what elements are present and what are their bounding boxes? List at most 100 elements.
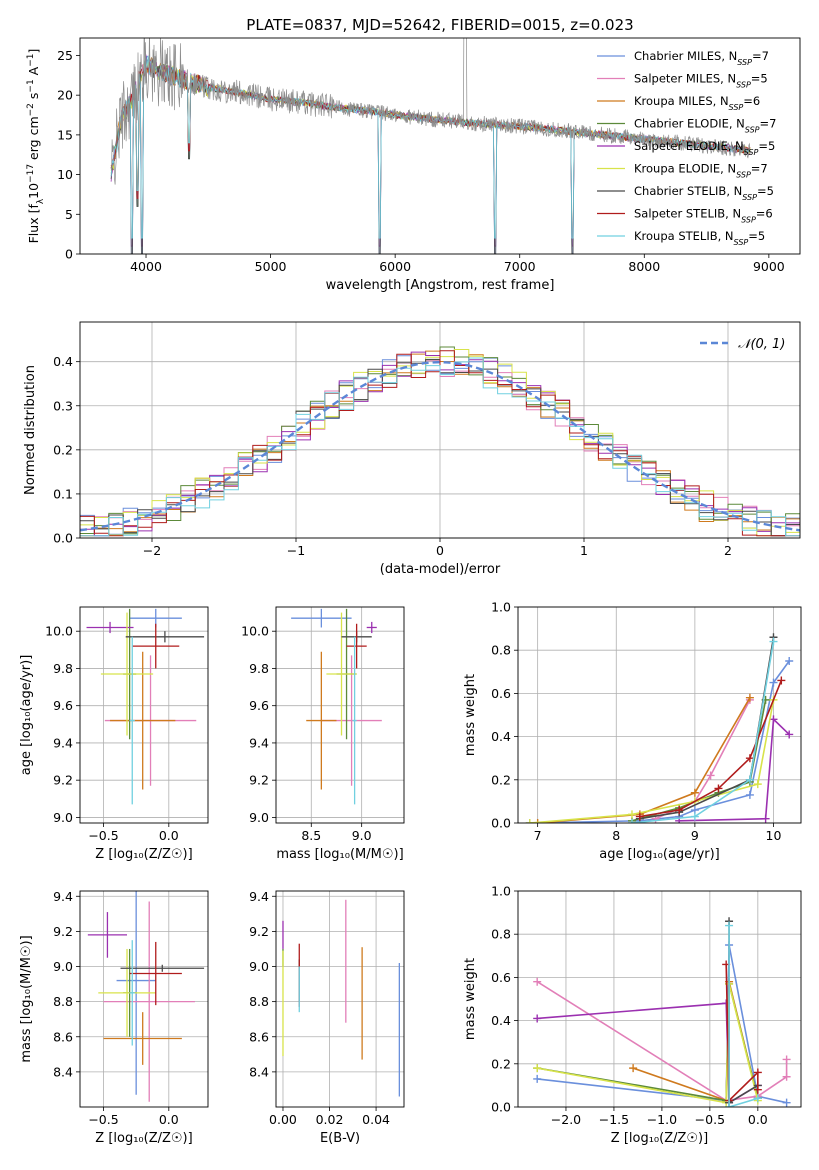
x-tick-label: −0.5 <box>88 1112 118 1127</box>
y-tick-label: 0.0 <box>491 1100 511 1115</box>
y-tick-label: 9.6 <box>249 698 269 713</box>
legend-label: Kroupa ELODIE, NSSP=7 <box>634 162 768 180</box>
legend-label-text: Salpeter ELODIE, N <box>634 139 744 153</box>
legend-label-sub: SSP <box>745 125 760 134</box>
mass-weight-line <box>679 717 790 822</box>
y-tick-label: 9.4 <box>249 735 269 750</box>
y-axis-label: Normed distribution <box>23 365 38 495</box>
legend-label-sub: SSP <box>729 103 744 112</box>
legend-label: Chabrier STELIB, NSSP=5 <box>634 184 774 202</box>
x-tick-label: 0.00 <box>269 1112 297 1127</box>
x-axis-label: Z [log₁₀(Z/Z☉)] <box>95 847 192 862</box>
legend-label-text: Chabrier STELIB, N <box>634 184 742 198</box>
legend-label-tail: =7 <box>760 117 777 131</box>
y-tick-label: 0.6 <box>491 970 511 985</box>
y-tick-label: 10.0 <box>241 624 269 639</box>
x-tick-label: 9000 <box>753 259 785 274</box>
y-tick-label: 9.0 <box>53 810 73 825</box>
y-tick-label: 9.4 <box>249 889 269 904</box>
y-tick-label: 0.6 <box>491 686 511 701</box>
mass-weight-marker <box>745 693 754 702</box>
x-tick-label: 0.04 <box>362 1112 390 1127</box>
axes-frame <box>517 890 802 1108</box>
legend-label-text: Chabrier ELODIE, N <box>634 117 745 131</box>
y-axis-label-part: ] <box>26 49 41 54</box>
y-axis-label-part: erg cm <box>26 116 41 164</box>
observed-spectrum-line <box>110 38 751 185</box>
legend-label-tail: =5 <box>748 229 765 243</box>
mass-weight-line <box>631 641 775 823</box>
mass-weight-marker <box>785 657 794 665</box>
legend-label-tail: =7 <box>751 162 768 176</box>
mass-weight-marker <box>725 921 734 930</box>
x-tick-label: −1.5 <box>599 1112 629 1127</box>
y-tick-label: 8.4 <box>249 1064 269 1079</box>
mass-weight-marker <box>533 819 542 823</box>
y-tick-label: 9.4 <box>53 889 73 904</box>
x-tick-label: −2 <box>143 543 161 558</box>
mass-weight-marker <box>761 814 770 823</box>
x-tick-label: −0.5 <box>695 1112 725 1127</box>
mass-weight-marker <box>714 784 723 793</box>
x-tick-label: −0.5 <box>88 828 118 843</box>
legend-label-tail: =5 <box>758 139 775 153</box>
mass-weight-marker <box>629 1064 638 1073</box>
axes-mass_weight_vs_age: 7 8 9 10 0.0 0.2 0.4 0.6 0.8 1.0 age [log₁₀(age/yr… <box>463 600 802 862</box>
plot-area <box>291 608 382 805</box>
mass-weight-marker <box>635 812 644 821</box>
legend-label-tail: =5 <box>757 184 774 198</box>
y-tick-label: 9.6 <box>53 698 73 713</box>
legend-label-tail: =6 <box>756 207 773 221</box>
y-axis-label: mass weight <box>463 958 478 1040</box>
plot-layer: 4000 5000 6000 7000 8000 90000510152025wavele… <box>19 37 802 1146</box>
x-tick-label: 5000 <box>255 259 287 274</box>
y-tick-label: 0.8 <box>491 927 511 942</box>
axes-spectrum: 4000 5000 6000 7000 8000 9000 0 5 10 15 20 25 wavele… <box>26 37 801 293</box>
x-tick-label: 9 <box>691 828 699 843</box>
y-tick-label: 9.2 <box>249 773 269 788</box>
y-tick-label: 8.6 <box>53 1029 73 1044</box>
x-axis-label: Z [log₁₀(Z/Z☉)] <box>95 1131 192 1146</box>
x-tick-label: 0.02 <box>316 1112 344 1127</box>
legend-label-sub: SSP <box>744 148 759 157</box>
axes-age_vs_Z: −0.5 0.0 9.0 9.2 9.4 9.6 9.8 10.0 Z [log₁₀(Z/Z☉)… <box>19 606 209 862</box>
y-axis-label: age [log₁₀(age/yr)] <box>19 655 34 776</box>
y-tick-label: 8.4 <box>53 1064 73 1079</box>
y-tick-label: 0.1 <box>53 486 73 501</box>
mass-weight-marker <box>675 806 684 815</box>
axes-frame <box>79 37 801 255</box>
x-tick-label: 1 <box>580 543 588 558</box>
mass-weight-marker <box>627 819 636 823</box>
mass-weight-marker <box>525 819 534 823</box>
legend-label-tail: =7 <box>752 49 769 63</box>
mass-weight-marker <box>627 810 636 819</box>
mass-weight-marker <box>533 977 542 986</box>
grid <box>276 891 404 1107</box>
axes-residuals: −2 −1 0 1 2 0.0 0.1 0.2 0.3 0.4 (data-model)/error… <box>23 321 801 577</box>
y-axis-label-part: −17 <box>26 164 36 183</box>
y-tick-label: 0.2 <box>491 772 511 787</box>
x-tick-label: 0.0 <box>748 1112 768 1127</box>
legend-label-text: Salpeter MILES, N <box>634 72 736 86</box>
mass-weight-marker <box>782 1072 791 1081</box>
figure-title: PLATE=0837, MJD=52642, FIBERID=0015, z=0… <box>246 16 633 34</box>
x-axis-label: mass [log₁₀(M/M☉)] <box>276 847 403 862</box>
y-axis-label-part: s <box>26 93 41 104</box>
legend-label: Chabrier ELODIE, NSSP=7 <box>634 117 776 135</box>
legend-label-sub: SSP <box>734 238 749 247</box>
y-tick-label: 0.0 <box>53 531 73 546</box>
y-tick-label: 20 <box>57 88 73 103</box>
x-tick-label: 10 <box>766 828 782 843</box>
mass-weight-marker <box>745 775 754 784</box>
x-axis-label: Z [log₁₀(Z/Z☉)] <box>611 1131 708 1146</box>
legend-label: Salpeter ELODIE, NSSP=5 <box>634 139 775 157</box>
legend-label-text: Salpeter STELIB, N <box>634 207 741 221</box>
y-tick-label: 0.4 <box>53 354 73 369</box>
y-tick-label: 0.3 <box>53 398 73 413</box>
axes-frame <box>79 606 209 824</box>
axes-frame <box>79 890 209 1108</box>
mass-weight-marker <box>777 676 786 685</box>
x-tick-label: 7000 <box>504 259 536 274</box>
mass-weight-marker <box>753 1068 762 1077</box>
